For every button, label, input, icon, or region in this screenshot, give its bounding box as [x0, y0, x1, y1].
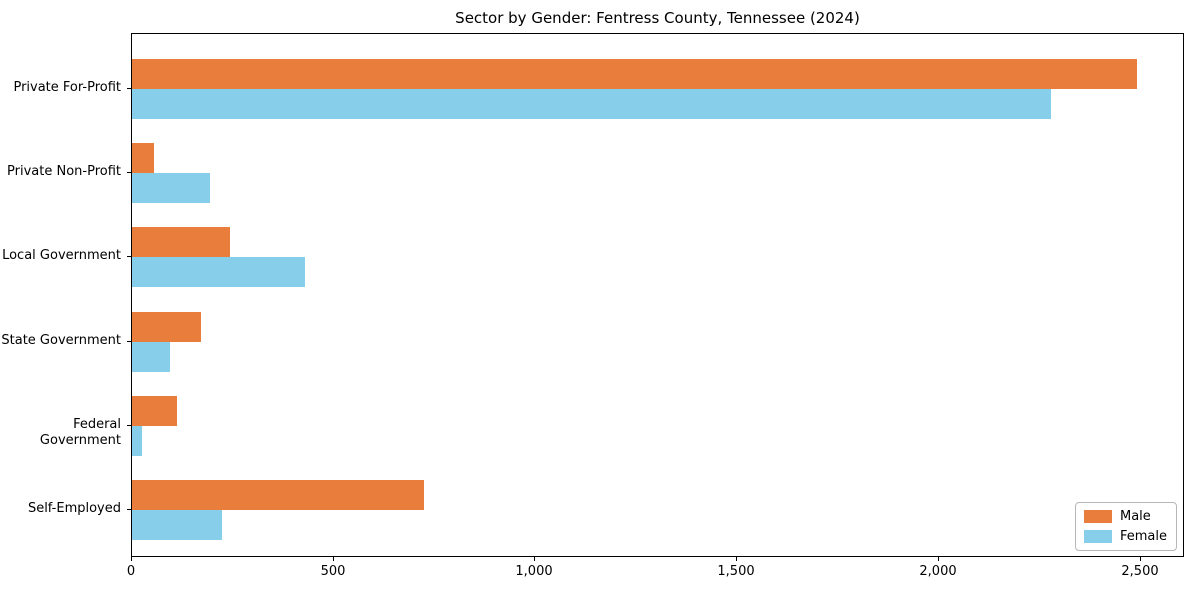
legend-item-male: Male [1083, 509, 1167, 524]
legend-swatch-male [1083, 510, 1112, 523]
x-tick-mark [534, 557, 535, 561]
y-tick-mark [127, 88, 131, 89]
x-tick-mark [131, 557, 132, 561]
bar-female-private-non-profit [132, 173, 210, 203]
x-tick-mark [938, 557, 939, 561]
legend: Male Female [1074, 502, 1177, 551]
x-tick-label-1000: 1,000 [515, 564, 553, 579]
x-tick-mark [333, 557, 334, 561]
x-tick-label-2500: 2,500 [1121, 564, 1159, 579]
y-tick-mark [127, 509, 131, 510]
x-tick-mark [1140, 557, 1141, 561]
y-tick-mark [127, 256, 131, 257]
bar-male-private-non-profit [132, 143, 154, 173]
bar-male-private-for-profit [132, 59, 1137, 89]
legend-label-female: Female [1119, 529, 1167, 544]
bar-male-local-government [132, 227, 230, 257]
y-tick-label-private-non-profit: Private Non-Profit [7, 164, 121, 179]
x-tick-label-0: 0 [126, 564, 136, 579]
plot-area: Male Female [131, 33, 1184, 557]
y-tick-label-federal-government: Federal Government [39, 417, 121, 448]
y-tick-label-self-employed: Self-Employed [27, 501, 121, 516]
bar-male-self-employed [132, 480, 424, 510]
legend-label-male: Male [1119, 509, 1151, 524]
chart-title: Sector by Gender: Fentress County, Tenne… [455, 9, 860, 27]
y-tick-mark [127, 341, 131, 342]
bar-male-state-government [132, 312, 201, 342]
bar-female-private-for-profit [132, 89, 1051, 119]
bar-female-local-government [132, 257, 305, 287]
legend-swatch-female [1083, 530, 1112, 543]
x-tick-label-1500: 1,500 [717, 564, 755, 579]
x-tick-mark [736, 557, 737, 561]
x-tick-label-500: 500 [320, 564, 346, 579]
bar-female-state-government [132, 342, 170, 372]
y-tick-label-private-for-profit: Private For-Profit [13, 80, 121, 95]
y-tick-mark [127, 425, 131, 426]
bar-male-federal-government [132, 396, 177, 426]
x-tick-label-2000: 2,000 [919, 564, 957, 579]
legend-item-female: Female [1083, 529, 1167, 544]
bar-female-self-employed [132, 510, 222, 540]
y-tick-mark [127, 172, 131, 173]
bar-female-federal-government [132, 426, 142, 456]
y-tick-label-local-government: Local Government [2, 248, 121, 263]
y-tick-label-state-government: State Government [1, 333, 121, 348]
